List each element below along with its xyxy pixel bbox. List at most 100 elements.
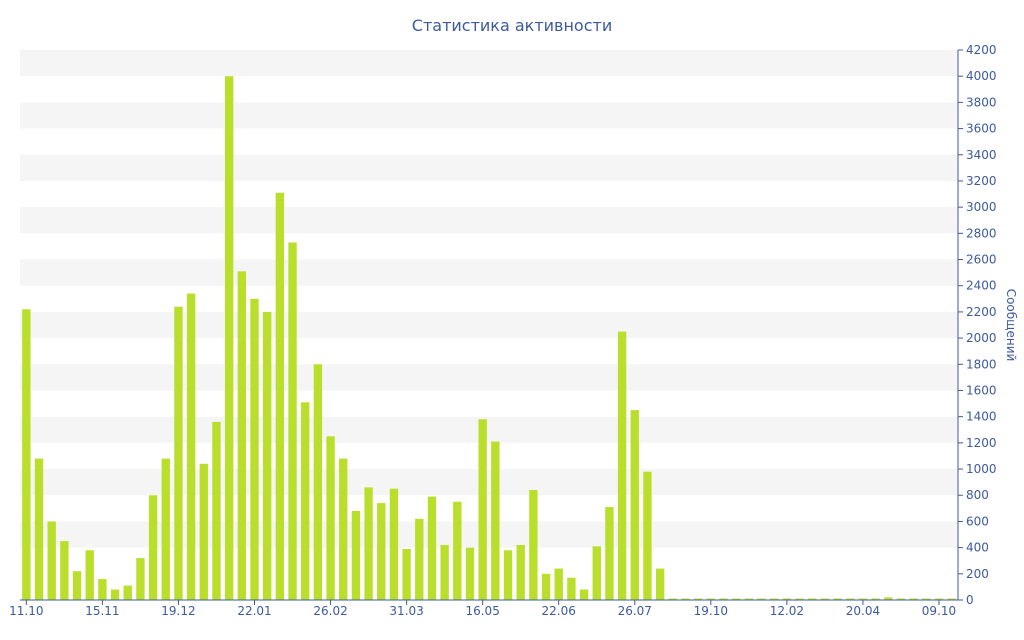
bar	[617, 331, 627, 600]
bar	[491, 441, 500, 600]
bar	[301, 402, 310, 600]
x-tick-label: 22.01	[237, 604, 271, 618]
bar	[947, 598, 956, 600]
x-tick-label: 20.04	[846, 604, 880, 618]
bar	[770, 598, 779, 600]
bar	[351, 510, 361, 600]
bar	[884, 597, 893, 600]
bar	[833, 598, 842, 600]
bar	[174, 306, 183, 600]
bar	[224, 76, 234, 600]
y-tick-label: 3200	[966, 174, 997, 188]
x-tick-label: 26.02	[313, 604, 347, 618]
x-tick-label: 22.06	[542, 604, 576, 618]
x-tick-label: 26.07	[618, 604, 652, 618]
bar	[22, 309, 31, 600]
bar	[34, 458, 44, 600]
bar	[326, 436, 335, 600]
bar	[681, 598, 690, 600]
x-tick-label: 19.10	[694, 604, 728, 618]
bar	[693, 598, 703, 600]
bar	[250, 298, 259, 600]
bar	[427, 496, 437, 600]
grid-bands	[20, 50, 958, 548]
bar	[934, 598, 944, 600]
bar	[808, 598, 817, 600]
bar	[85, 550, 94, 600]
grid-band	[20, 207, 958, 234]
grid-band	[20, 416, 958, 443]
bar	[389, 488, 399, 600]
bar	[655, 568, 665, 600]
bars	[22, 76, 956, 601]
bar	[364, 487, 373, 600]
y-tick-label: 3600	[966, 122, 997, 136]
y-tick-label: 0	[966, 593, 974, 607]
grid-band	[20, 469, 958, 496]
y-tick-label: 3400	[966, 148, 997, 162]
bar	[199, 463, 208, 600]
bar	[503, 550, 513, 600]
y-tick-label: 2200	[966, 305, 997, 319]
bar	[60, 541, 69, 600]
bar	[313, 364, 323, 600]
bar	[592, 546, 601, 600]
x-tick-label: 09.10	[922, 604, 956, 618]
bar	[402, 548, 411, 600]
x-tick-label: 12.02	[770, 604, 804, 618]
bar	[110, 589, 120, 600]
y-tick-label: 1000	[966, 462, 997, 476]
y-tick-label: 1200	[966, 436, 997, 450]
bar	[782, 598, 792, 600]
bar	[820, 598, 830, 600]
bar	[453, 501, 462, 600]
y-tick-label: 1400	[966, 410, 997, 424]
bar	[896, 598, 906, 600]
x-axis: 11.10 15.11 19.12 22.01 26.02 31.03 16.05 22.06…	[9, 599, 958, 618]
bar	[288, 242, 297, 600]
bar	[706, 598, 716, 600]
bar	[478, 419, 487, 600]
bar	[136, 558, 145, 600]
bar	[605, 507, 614, 600]
bar	[186, 293, 196, 600]
bar	[744, 598, 754, 600]
y-tick-label: 4000	[966, 69, 997, 83]
bar	[579, 589, 589, 600]
y-tick-label: 3000	[966, 200, 997, 214]
y-tick-label: 1600	[966, 383, 997, 397]
bar	[98, 579, 107, 600]
x-tick-label: 16.05	[465, 604, 499, 618]
bar	[123, 585, 132, 600]
bar	[719, 598, 728, 600]
grid-band	[20, 259, 958, 286]
y-tick-label: 2800	[966, 226, 997, 240]
bar	[237, 271, 247, 600]
bar	[871, 598, 880, 600]
bar	[922, 598, 931, 600]
x-tick-label: 31.03	[389, 604, 423, 618]
bar	[212, 421, 221, 600]
y-tick-label: 200	[966, 567, 989, 581]
bar	[516, 545, 525, 600]
bar	[47, 521, 56, 600]
y-tick-label: 2400	[966, 279, 997, 293]
bar	[275, 192, 285, 601]
bar	[377, 503, 386, 600]
grid-band	[20, 521, 958, 548]
bar	[529, 490, 538, 600]
y-tick-label: 3800	[966, 95, 997, 109]
y-tick-label: 600	[966, 514, 989, 528]
bar	[339, 458, 348, 600]
bar	[161, 458, 170, 600]
x-tick-label: 11.10	[9, 604, 43, 618]
bar	[541, 573, 551, 600]
bar	[415, 518, 424, 600]
bar	[567, 577, 576, 600]
bar	[909, 598, 918, 600]
bar	[72, 571, 82, 600]
bar	[262, 311, 272, 600]
bar	[795, 598, 804, 600]
bar	[440, 545, 449, 600]
